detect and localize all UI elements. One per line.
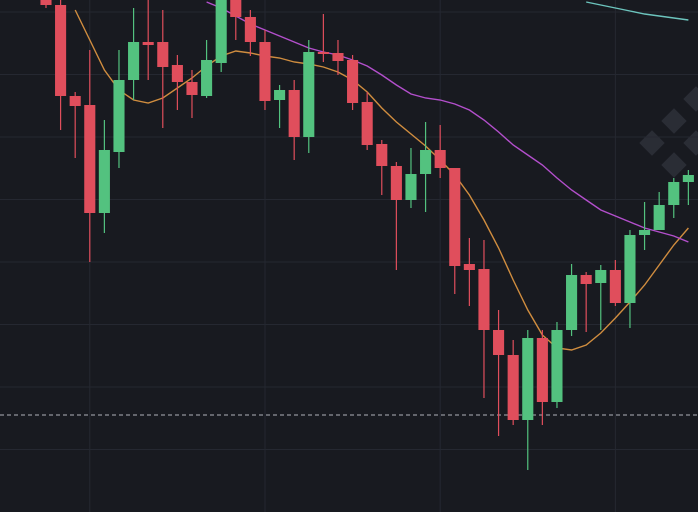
- candle-body: [493, 330, 505, 355]
- candle-body: [507, 355, 519, 420]
- candle-body: [405, 174, 417, 200]
- candle-body: [376, 144, 388, 166]
- candles: [40, 0, 694, 470]
- candle-body: [478, 269, 490, 330]
- candle-body: [142, 42, 154, 45]
- candle-body: [463, 264, 475, 270]
- watermark: [639, 86, 698, 178]
- ma-line: [586, 1, 689, 21]
- candle-body: [595, 270, 607, 283]
- candle-body: [69, 96, 81, 106]
- candle-body: [536, 338, 548, 402]
- candle-body: [317, 52, 329, 54]
- candle-body: [434, 150, 446, 168]
- candle-body: [230, 0, 242, 17]
- candle-body: [288, 90, 300, 137]
- candle-body: [201, 60, 213, 96]
- candle-body: [84, 105, 96, 213]
- candle-body: [653, 205, 665, 230]
- candle-body: [55, 5, 67, 96]
- candle-body: [274, 90, 286, 100]
- candle-body: [128, 42, 140, 80]
- candle-body: [40, 0, 52, 5]
- ma-line: [206, 1, 689, 243]
- candle-body: [113, 80, 125, 152]
- candle-body: [361, 102, 373, 145]
- candle-body: [609, 270, 621, 303]
- candle-body: [347, 60, 359, 103]
- candle-body: [171, 65, 183, 82]
- candle-body: [215, 0, 227, 63]
- candle-body: [303, 52, 315, 137]
- candle-body: [449, 168, 461, 266]
- candle-body: [157, 42, 169, 67]
- candle-body: [259, 42, 271, 101]
- candle-body: [580, 275, 592, 284]
- candle-body: [244, 17, 256, 42]
- candle-body: [186, 82, 198, 95]
- candle-body: [390, 166, 402, 200]
- candle-body: [668, 182, 680, 205]
- candle-body: [624, 235, 636, 303]
- candle-body: [551, 330, 563, 402]
- candle-body: [639, 230, 651, 235]
- candle-body: [420, 150, 432, 174]
- candle-body: [682, 175, 694, 182]
- candle-body: [522, 338, 534, 420]
- candle-body: [566, 275, 578, 330]
- candle-body: [98, 150, 110, 213]
- candle-body: [332, 53, 344, 61]
